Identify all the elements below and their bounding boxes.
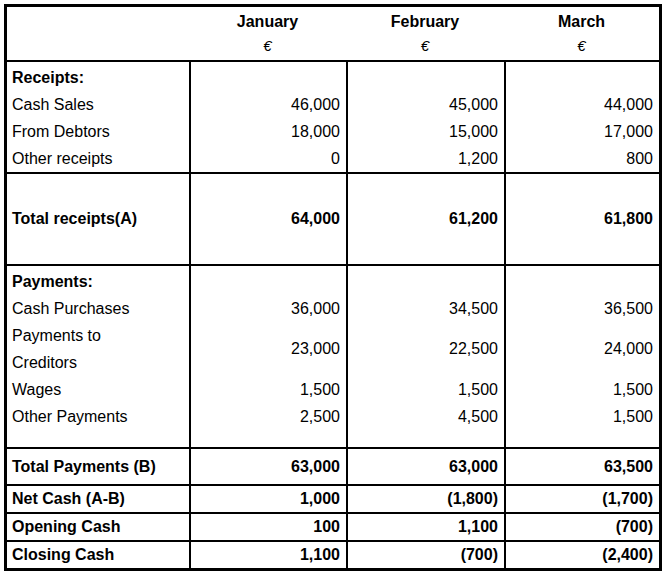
cash-purchases-mar: 36,500 (506, 295, 659, 322)
from-debtors-mar: 17,000 (506, 118, 659, 145)
column-header-march: March € (504, 7, 659, 60)
wages-mar: 1,500 (506, 376, 659, 403)
cash-sales-jan: 46,000 (191, 91, 346, 118)
other-receipts-jan: 0 (191, 145, 346, 172)
closing-cash-label: Closing Cash (7, 542, 189, 568)
receipts-values-february: 45,000 15,000 1,200 (346, 62, 504, 172)
currency-symbol: € (504, 34, 659, 58)
other-receipts-feb: 1,200 (348, 145, 504, 172)
other-receipts-mar: 800 (506, 145, 659, 172)
opening-cash-jan: 100 (189, 514, 346, 540)
total-receipts-feb: 61,200 (346, 174, 504, 264)
opening-cash-feb: 1,100 (346, 514, 504, 540)
receipts-section: Receipts: Cash Sales From Debtors Other … (7, 60, 659, 172)
closing-cash-feb: (700) (346, 542, 504, 568)
net-cash-row: Net Cash (A-B) 1,000 (1,800) (1,700) (7, 484, 659, 512)
receipts-values-march: 44,000 17,000 800 (504, 62, 659, 172)
wages-feb: 1,500 (348, 376, 504, 403)
payments-section-header: Payments: (7, 268, 189, 295)
other-payments-jan: 2,500 (191, 403, 346, 430)
row-label-cash-purchases: Cash Purchases (7, 295, 189, 322)
payments-to-creditors-mar: 24,000 (506, 322, 659, 376)
total-receipts-jan: 64,000 (189, 174, 346, 264)
net-cash-label: Net Cash (A-B) (7, 486, 189, 512)
net-cash-mar: (1,700) (504, 486, 659, 512)
payments-section: Payments: Cash Purchases Payments to Cre… (7, 264, 659, 447)
month-label-march: March (504, 10, 659, 34)
receipts-values-january: 46,000 18,000 0 (189, 62, 346, 172)
cash-sales-mar: 44,000 (506, 91, 659, 118)
row-label-other-receipts: Other receipts (7, 145, 189, 172)
payments-values-march: 36,500 24,000 1,500 1,500 (504, 266, 659, 447)
other-payments-mar: 1,500 (506, 403, 659, 430)
total-receipts-mar: 61,800 (504, 174, 659, 264)
total-payments-mar: 63,500 (504, 449, 659, 484)
payments-to-creditors-feb: 22,500 (348, 322, 504, 376)
currency-symbol: € (346, 34, 504, 58)
row-label-from-debtors: From Debtors (7, 118, 189, 145)
total-payments-feb: 63,000 (346, 449, 504, 484)
wages-jan: 1,500 (191, 376, 346, 403)
from-debtors-feb: 15,000 (348, 118, 504, 145)
closing-cash-mar: (2,400) (504, 542, 659, 568)
payments-values-february: 34,500 22,500 1,500 4,500 (346, 266, 504, 447)
cash-budget-table: January € February € March € Receipts: C… (4, 4, 662, 571)
opening-cash-mar: (700) (504, 514, 659, 540)
row-label-wages: Wages (7, 376, 189, 403)
total-payments-row: Total Payments (B) 63,000 63,000 63,500 (7, 447, 659, 484)
row-label-other-payments: Other Payments (7, 403, 189, 430)
payments-labels: Payments: Cash Purchases Payments to Cre… (7, 266, 189, 447)
payments-to-creditors-jan: 23,000 (191, 322, 346, 376)
receipts-section-header: Receipts: (7, 64, 189, 91)
net-cash-jan: 1,000 (189, 486, 346, 512)
opening-cash-label: Opening Cash (7, 514, 189, 540)
row-label-cash-sales: Cash Sales (7, 91, 189, 118)
month-label-january: January (189, 10, 346, 34)
total-payments-jan: 63,000 (189, 449, 346, 484)
month-label-february: February (346, 10, 504, 34)
from-debtors-jan: 18,000 (191, 118, 346, 145)
currency-symbol: € (189, 34, 346, 58)
header-empty-cell (7, 7, 189, 60)
total-receipts-label: Total receipts(A) (7, 174, 189, 264)
cash-sales-feb: 45,000 (348, 91, 504, 118)
opening-cash-row: Opening Cash 100 1,100 (700) (7, 512, 659, 540)
cash-purchases-jan: 36,000 (191, 295, 346, 322)
cash-purchases-feb: 34,500 (348, 295, 504, 322)
payments-values-january: 36,000 23,000 1,500 2,500 (189, 266, 346, 447)
row-label-payments-to-creditors: Payments to Creditors (7, 322, 137, 376)
table-header-row: January € February € March € (7, 7, 659, 60)
total-payments-label: Total Payments (B) (7, 449, 189, 484)
closing-cash-jan: 1,100 (189, 542, 346, 568)
total-receipts-row: Total receipts(A) 64,000 61,200 61,800 (7, 172, 659, 264)
column-header-february: February € (346, 7, 504, 60)
receipts-labels: Receipts: Cash Sales From Debtors Other … (7, 62, 189, 172)
column-header-january: January € (189, 7, 346, 60)
other-payments-feb: 4,500 (348, 403, 504, 430)
net-cash-feb: (1,800) (346, 486, 504, 512)
closing-cash-row: Closing Cash 1,100 (700) (2,400) (7, 540, 659, 568)
